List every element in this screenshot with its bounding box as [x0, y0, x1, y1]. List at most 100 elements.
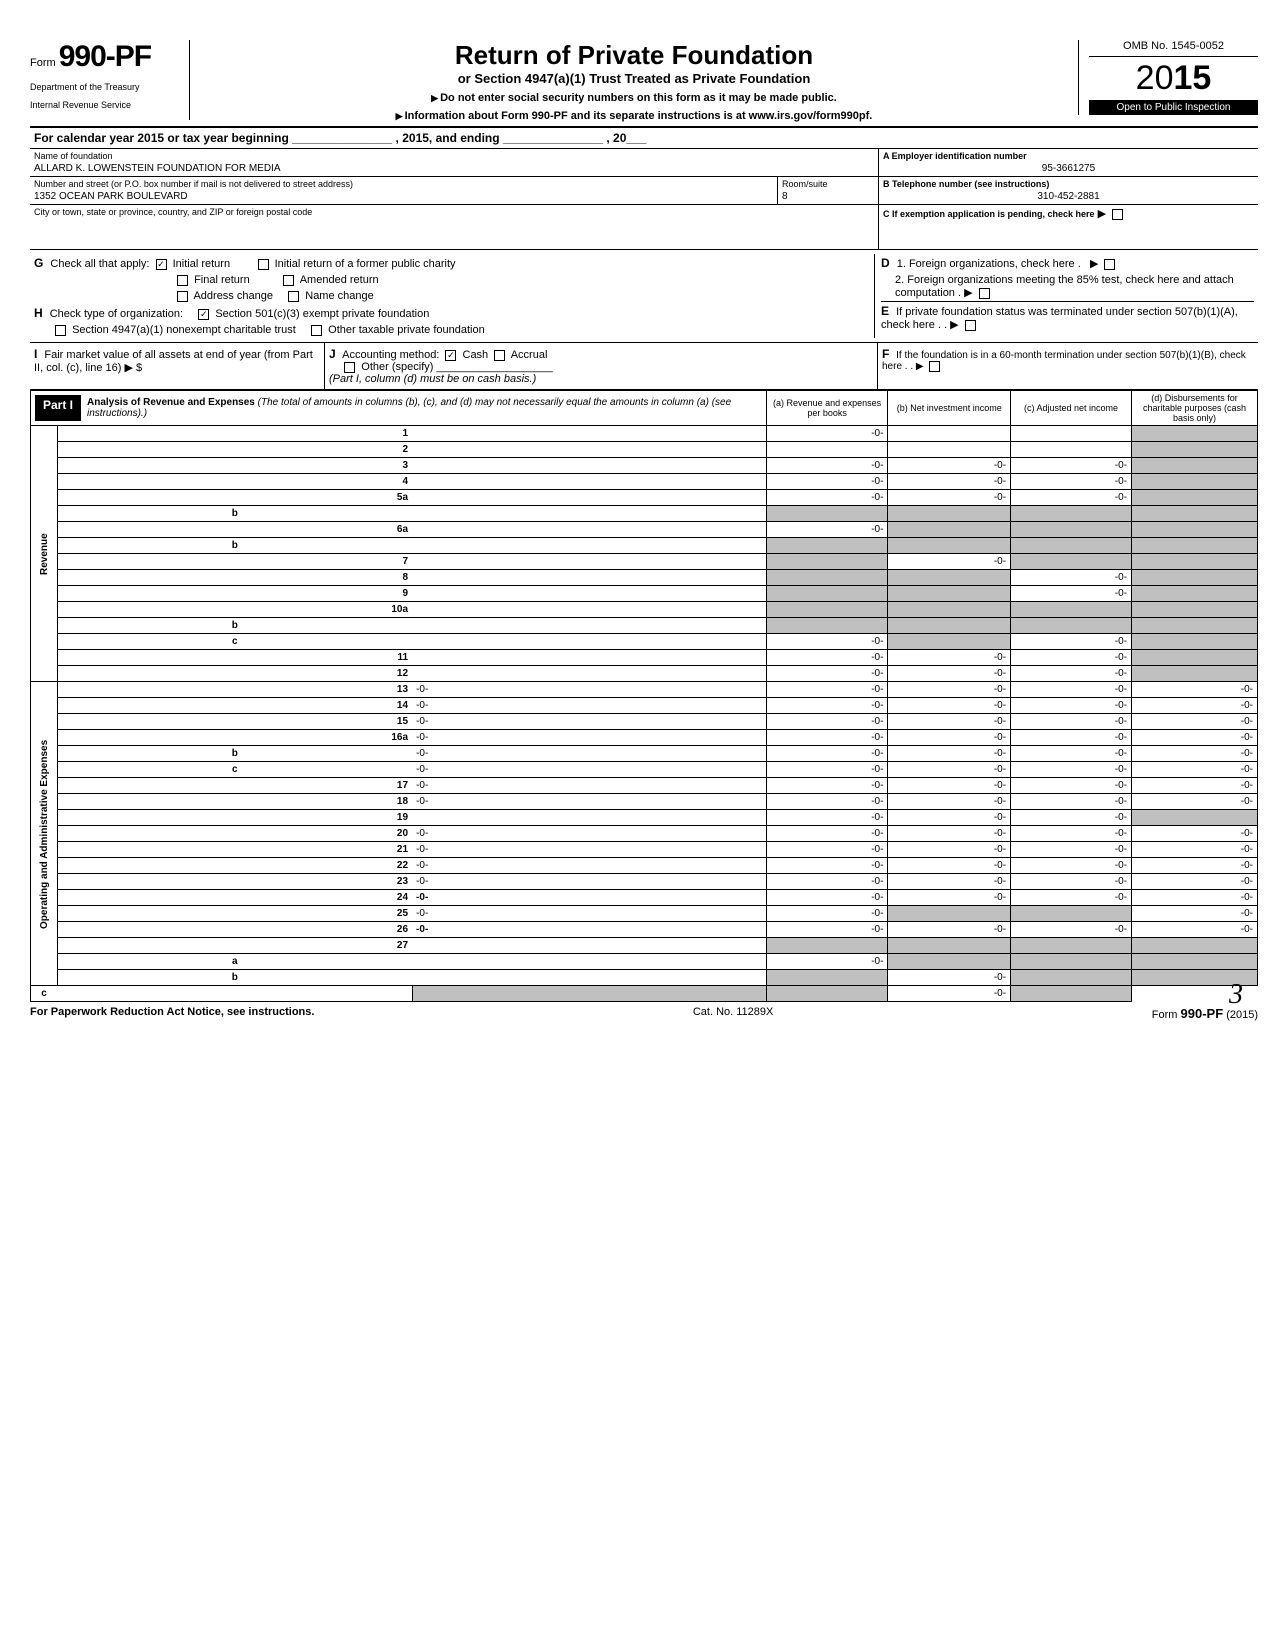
d2-row: 2. Foreign organizations meeting the 85%…: [881, 272, 1254, 301]
row-description: -0-: [412, 858, 766, 874]
value-cell-d: [1132, 506, 1258, 522]
row-description: [412, 938, 766, 954]
table-row: 7-0-: [31, 554, 1258, 570]
value-cell-b: -0-: [888, 746, 1011, 762]
calendar-year-line: For calendar year 2015 or tax year begin…: [30, 128, 1258, 149]
value-cell-b: -0-: [888, 458, 1011, 474]
row-number: 15: [57, 714, 412, 730]
h-4947-checkbox[interactable]: [55, 325, 66, 336]
value-cell-a: -0-: [766, 730, 888, 746]
value-cell-d: -0-: [1132, 858, 1258, 874]
value-cell-c: [1011, 954, 1132, 970]
h-501-checkbox[interactable]: [198, 309, 209, 320]
row-description: -0-: [412, 794, 766, 810]
j-cash-checkbox[interactable]: [445, 350, 456, 361]
value-cell-a: -0-: [766, 522, 888, 538]
part1-desc: Analysis of Revenue and Expenses (The to…: [81, 395, 762, 421]
value-cell-c: [1011, 554, 1132, 570]
value-cell-d: [1132, 650, 1258, 666]
value-cell-a: -0-: [766, 458, 888, 474]
g-address-checkbox[interactable]: [177, 291, 188, 302]
table-row: c-0--0-: [31, 634, 1258, 650]
city-field: City or town, state or province, country…: [30, 205, 878, 249]
g-name-label: Name change: [305, 290, 374, 302]
i-cell: I Fair market value of all assets at end…: [30, 343, 325, 389]
value-cell-b: -0-: [888, 810, 1011, 826]
row-description: [412, 506, 766, 522]
footer-form-word: Form: [1152, 1009, 1178, 1021]
table-row: 22-0--0--0--0--0-: [31, 858, 1258, 874]
row-description: [412, 954, 766, 970]
d1-checkbox[interactable]: [1104, 259, 1115, 270]
value-cell-a: -0-: [766, 794, 888, 810]
value-cell-c: -0-: [1011, 634, 1132, 650]
value-cell-c: [1011, 426, 1132, 442]
address-value: 1352 OCEAN PARK BOULEVARD: [34, 191, 773, 202]
footer-cat: Cat. No. 11289X: [693, 1006, 774, 1021]
table-row: 21-0--0--0--0--0-: [31, 842, 1258, 858]
value-cell-d: -0-: [1132, 714, 1258, 730]
row-description: -0-: [412, 762, 766, 778]
row-number: a: [57, 954, 412, 970]
value-cell-a: -0-: [766, 922, 888, 938]
row-description: -0-: [412, 874, 766, 890]
value-cell-d: [1132, 810, 1258, 826]
form-title: Return of Private Foundation: [200, 40, 1068, 71]
value-cell-c: -0-: [1011, 794, 1132, 810]
row-description: -0-: [412, 730, 766, 746]
value-cell-c: [1011, 522, 1132, 538]
g-name-checkbox[interactable]: [288, 291, 299, 302]
value-cell-b: [888, 938, 1011, 954]
row-description: -0-: [412, 746, 766, 762]
row-number: c: [57, 634, 412, 650]
row-number: b: [57, 746, 412, 762]
row-number: 27: [57, 938, 412, 954]
value-cell-a: -0-: [766, 666, 888, 682]
e-checkbox[interactable]: [965, 320, 976, 331]
g-row3: Address change Name change: [34, 288, 866, 304]
row-number: 8: [57, 570, 412, 586]
value-cell-d: -0-: [1132, 746, 1258, 762]
value-cell-b: [888, 586, 1011, 602]
row-description: -0-: [412, 922, 766, 938]
value-cell-b: -0-: [888, 874, 1011, 890]
h-row: H Check type of organization: Section 50…: [34, 304, 866, 322]
g-final-checkbox[interactable]: [177, 275, 188, 286]
c-checkbox[interactable]: [1112, 209, 1123, 220]
value-cell-a: [766, 938, 888, 954]
value-cell-a: [412, 986, 766, 1002]
d-row: D 1. Foreign organizations, check here .…: [881, 254, 1254, 272]
value-cell-a: -0-: [766, 490, 888, 506]
d2-checkbox[interactable]: [979, 288, 990, 299]
value-cell-b: -0-: [888, 842, 1011, 858]
footer-left: For Paperwork Reduction Act Notice, see …: [30, 1006, 314, 1021]
g-initial-former-label: Initial return of a former public charit…: [275, 258, 456, 270]
value-cell-c: -0-: [1011, 810, 1132, 826]
g-initial-checkbox[interactable]: [156, 259, 167, 270]
value-cell-d: [1132, 474, 1258, 490]
row-number: 24: [57, 890, 412, 906]
j-accrual-checkbox[interactable]: [494, 350, 505, 361]
dept-treasury: Department of the Treasury: [30, 82, 179, 92]
row-number: 3: [57, 458, 412, 474]
row-description: -0-: [412, 682, 766, 698]
g-label: Check all that apply:: [50, 258, 149, 270]
ssn-note: Do not enter social security numbers on …: [200, 92, 1068, 104]
value-cell-b: [888, 618, 1011, 634]
j-other-checkbox[interactable]: [344, 362, 355, 373]
value-cell-c: -0-: [1011, 890, 1132, 906]
f-checkbox[interactable]: [929, 361, 940, 372]
row-description: [412, 650, 766, 666]
value-cell-b: -0-: [888, 970, 1011, 986]
d1-label: 1. Foreign organizations, check here .: [897, 258, 1081, 270]
value-cell-d: -0-: [1132, 842, 1258, 858]
value-cell-c: [1011, 538, 1132, 554]
value-cell-a: [766, 586, 888, 602]
g-address-label: Address change: [193, 290, 273, 302]
h-other-label: Other taxable private foundation: [328, 324, 485, 336]
g-initial-former-checkbox[interactable]: [258, 259, 269, 270]
col-b-header: (b) Net investment income: [888, 391, 1011, 426]
h-other-checkbox[interactable]: [311, 325, 322, 336]
g-amended-checkbox[interactable]: [283, 275, 294, 286]
row-number: 19: [57, 810, 412, 826]
